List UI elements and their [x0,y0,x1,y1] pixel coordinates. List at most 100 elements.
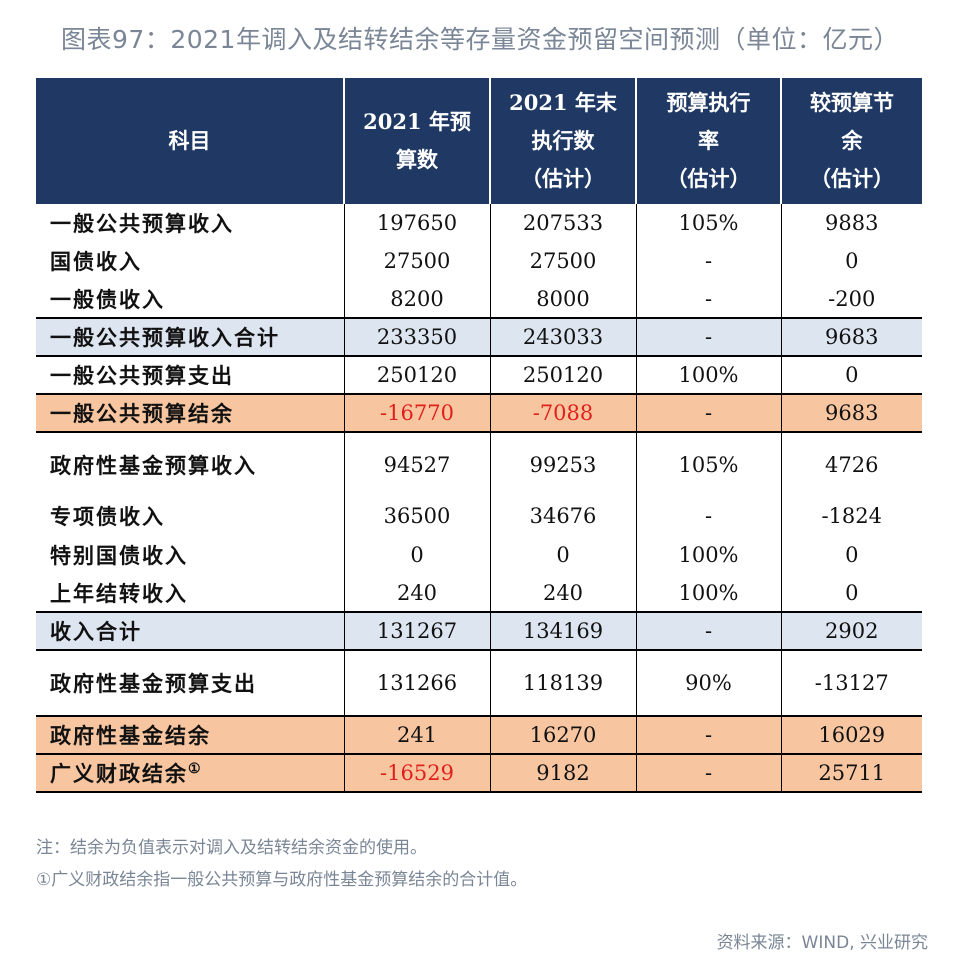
header-subject: 科目 [36,78,345,204]
footnote-marker: ① [188,761,203,777]
header-budget-2021-line1: 2021 年预 [363,109,471,134]
footnote-line-2: ①广义财政结余指一般公共预算与政府性基金预算结余的合计值。 [36,870,528,890]
table-row-subtotal: 收入合计 131267 134169 - 2902 [36,611,922,651]
cell-savings: 0 [845,543,859,567]
table-row-balance: 广义财政结余① -16529 9182 - 25711 [36,754,922,793]
row-label: 收入合计 [36,611,345,651]
cell-execution: 118139 [490,650,637,716]
table-row: 一般公共预算支出 250120 250120 100% 0 [36,356,922,394]
header-execution-rate-line1: 预算执行 [666,90,751,115]
source-note: 资料来源：WIND, 兴业研究 [716,933,928,953]
cell-budget: 131266 [344,650,491,716]
cell-savings: 0 [845,249,859,273]
header-budget-savings-line1: 较预算节 [810,90,894,115]
table-container: 科目 2021 年预 算数 2021 年末 执行数 （估计） 预算执行 率 （估… [36,78,922,793]
cell-rate: 100% [636,574,782,612]
cell-execution: 16270 [490,715,637,755]
row-label-text: 广义财政结余 [50,761,188,786]
row-label: 特别国债收入 [36,536,345,574]
row-label: 广义财政结余① [36,754,345,793]
cell-execution: 0 [490,536,637,574]
table-row-balance: 政府性基金结余 241 16270 - 16029 [36,715,922,755]
header-budget-savings-line2: 余 [841,128,863,153]
cell-rate: - [636,754,782,793]
cell-execution: 8000 [490,280,637,318]
table-row: 国债收入 27500 27500 - 0 [36,242,922,280]
row-label: 国债收入 [36,242,345,280]
table-row: 政府性基金预算收入 94527 99253 105% 4726 [36,432,922,496]
cell-budget: 250120 [344,356,491,394]
cell-rate: - [636,393,782,433]
row-label: 政府性基金预算支出 [36,650,345,716]
cell-savings: -200 [828,286,876,311]
cell-execution: 134169 [490,611,637,651]
table-row: 政府性基金预算支出 131266 118139 90% -13127 [36,650,922,716]
row-label: 政府性基金预算收入 [36,432,345,496]
row-label: 政府性基金结余 [36,715,345,755]
header-execution-rate: 预算执行 率 （估计） [636,78,782,204]
header-execution-2021: 2021 年末 执行数 （估计） [490,78,637,204]
cell-rate: 100% [636,536,782,574]
cell-budget: 233350 [344,317,491,357]
cell-budget: 197650 [344,204,491,242]
row-label: 一般债收入 [36,280,345,318]
header-execution-rate-line3: （估计） [666,166,751,191]
footnotes: 注：结余为负值表示对调入及结转结余资金的使用。 ①广义财政结余指一般公共预算与政… [36,832,527,896]
cell-savings: 2902 [781,611,922,651]
cell-execution: 207533 [490,204,637,242]
cell-budget: 27500 [344,242,491,280]
cell-execution: 240 [490,574,637,612]
cell-rate: 105% [636,432,782,496]
footnote-line-1: 注：结余为负值表示对调入及结转结余资金的使用。 [36,838,427,858]
cell-budget: 94527 [344,432,491,496]
row-label: 一般公共预算收入合计 [36,317,345,357]
row-label: 专项债收入 [36,496,345,536]
header-execution-rate-line2: 率 [698,128,719,153]
cell-savings: 25711 [781,754,922,793]
cell-execution: 9182 [490,754,637,793]
cell-savings: -1824 [821,504,883,528]
table-row-subtotal: 一般公共预算收入合计 233350 243033 - 9683 [36,317,922,357]
cell-budget: 240 [344,574,491,612]
cell-savings: 9683 [781,393,922,433]
table-row: 专项债收入 36500 34676 - -1824 [36,496,922,536]
table-row: 一般债收入 8200 8000 - -200 [36,280,922,318]
row-label: 一般公共预算支出 [36,356,345,394]
cell-execution: 27500 [490,242,637,280]
cell-budget: 131267 [344,611,491,651]
cell-execution: 99253 [490,432,637,496]
header-execution-2021-line2: 执行数 [531,128,595,153]
cell-rate: - [636,242,782,280]
header-execution-2021-line1: 2021 年末 [509,90,617,115]
cell-rate: - [636,611,782,651]
header-row: 科目 2021 年预 算数 2021 年末 执行数 （估计） 预算执行 率 （估… [36,78,922,204]
cell-budget-negative: -16529 [344,754,491,793]
cell-rate: 100% [636,356,782,394]
row-label: 上年结转收入 [36,574,345,612]
table-row: 上年结转收入 240 240 100% 0 [36,574,922,612]
cell-savings: 0 [845,580,859,605]
cell-budget-negative: -16770 [344,393,491,433]
table-row-balance: 一般公共预算结余 -16770 -7088 - 9683 [36,393,922,433]
header-budget-savings: 较预算节 余 （估计） [781,78,922,204]
row-label: 一般公共预算收入 [36,204,345,242]
header-execution-2021-line3: （估计） [521,166,605,191]
cell-rate: 105% [636,204,782,242]
cell-execution: 250120 [490,356,637,394]
cell-savings: 4726 [825,452,879,477]
row-label: 一般公共预算结余 [36,393,345,433]
table-row: 特别国债收入 0 0 100% 0 [36,536,922,574]
header-budget-2021: 2021 年预 算数 [344,78,491,204]
cell-savings: 0 [845,363,859,387]
cell-rate: - [636,715,782,755]
cell-budget: 8200 [344,280,491,318]
cell-budget: 0 [344,536,491,574]
cell-rate: - [636,496,782,536]
cell-execution-negative: -7088 [490,393,637,433]
header-budget-savings-line3: （估计） [810,166,894,191]
cell-rate: 90% [636,650,782,716]
table-row: 一般公共预算收入 197650 207533 105% 9883 [36,204,922,242]
cell-savings: 9883 [825,211,879,235]
cell-execution: 243033 [490,317,637,357]
cell-budget: 36500 [344,496,491,536]
